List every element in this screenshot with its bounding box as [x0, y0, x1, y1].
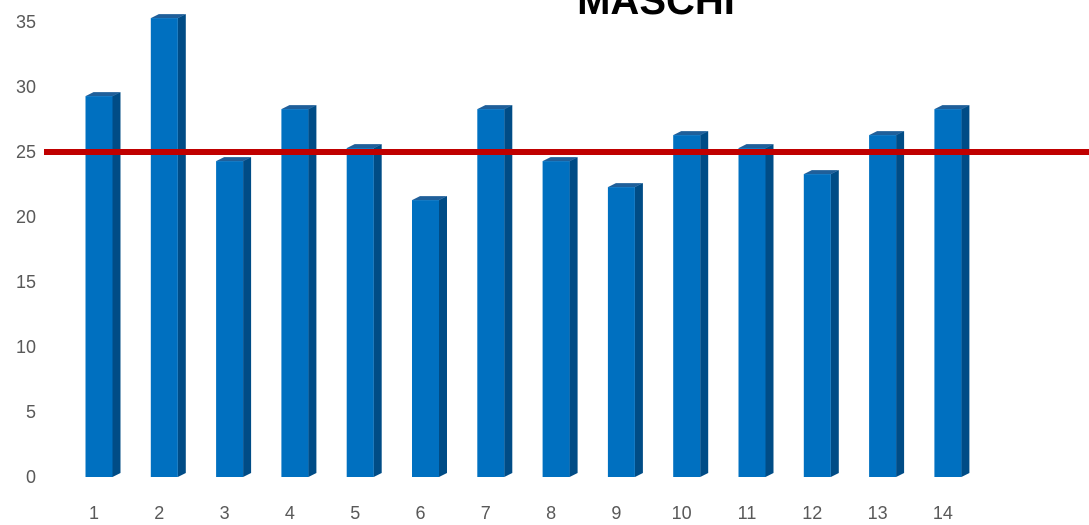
x-tick-label: 14	[933, 503, 953, 523]
bar-top	[477, 105, 513, 110]
x-tick-label: 7	[481, 503, 491, 523]
x-tick-label: 6	[415, 503, 425, 523]
bar-top	[542, 157, 578, 162]
bar-front	[673, 135, 701, 477]
x-tick-label: 1	[89, 503, 99, 523]
bar-side	[504, 105, 513, 477]
bar-side	[177, 14, 186, 477]
bar-series	[85, 14, 970, 477]
bar-front	[216, 161, 244, 477]
bar	[85, 92, 121, 477]
y-tick-label: 35	[16, 12, 36, 32]
bar	[412, 196, 447, 477]
bar-front	[869, 135, 897, 477]
bar-top	[738, 144, 774, 149]
bar	[346, 144, 382, 477]
bar	[673, 131, 709, 477]
bar	[542, 157, 578, 477]
y-tick-label: 0	[26, 467, 36, 487]
bar-side	[830, 170, 839, 477]
x-tick-label: 3	[220, 503, 230, 523]
bar-side	[700, 131, 709, 477]
bar-side	[569, 157, 578, 477]
bar-front	[934, 109, 962, 477]
bar-front	[542, 161, 570, 477]
bar	[150, 14, 186, 477]
bar-top	[803, 170, 839, 175]
bar-top	[934, 105, 970, 110]
bar-top	[869, 131, 905, 136]
bar-side	[308, 105, 317, 477]
x-tick-label: 2	[154, 503, 164, 523]
bar	[477, 105, 513, 477]
bar-side	[373, 144, 382, 477]
y-tick-label: 20	[16, 207, 36, 227]
bar-front	[412, 200, 439, 477]
x-tick-label: 5	[350, 503, 360, 523]
bar-top	[673, 131, 709, 136]
bar-front	[738, 148, 766, 477]
x-tick-label: 13	[868, 503, 888, 523]
bar	[281, 105, 317, 477]
y-tick-label: 30	[16, 77, 36, 97]
y-tick-label: 5	[26, 402, 36, 422]
bar	[869, 131, 905, 477]
x-tick-label: 9	[611, 503, 621, 523]
x-axis-tick-labels: 1 2 3 4 5 6 7 8 9 10 11 12 13 14	[89, 503, 953, 523]
x-tick-label: 10	[672, 503, 692, 523]
bar	[738, 144, 774, 477]
x-tick-label: 11	[738, 503, 757, 523]
bar-side	[634, 183, 643, 477]
bar-top	[85, 92, 121, 97]
bar-top	[412, 196, 447, 201]
x-tick-label: 4	[285, 503, 295, 523]
bar	[216, 157, 252, 477]
bar-side	[896, 131, 905, 477]
bar-top	[216, 157, 252, 162]
bar	[607, 183, 643, 477]
bar-top	[346, 144, 382, 149]
y-tick-label: 10	[16, 337, 36, 357]
bar-top	[281, 105, 317, 110]
bar-side	[439, 196, 447, 477]
bar-front	[803, 174, 831, 477]
y-axis-tick-labels: 0 5 10 15 20 25 30 35	[16, 12, 36, 487]
bar-top	[150, 14, 186, 19]
chart-title: MASCHI	[577, 0, 735, 23]
bar-front	[281, 109, 309, 477]
bar-front	[477, 109, 505, 477]
bar-front	[607, 187, 635, 477]
bar-front	[346, 148, 374, 477]
x-tick-label: 12	[802, 503, 822, 523]
bar-side	[961, 105, 970, 477]
bar-top	[607, 183, 643, 188]
y-tick-label: 15	[16, 272, 36, 292]
bar-side	[243, 157, 252, 477]
bar-side	[112, 92, 121, 477]
y-tick-label: 25	[16, 142, 36, 162]
bar-side	[765, 144, 774, 477]
x-tick-label: 8	[546, 503, 556, 523]
bar-front	[85, 96, 113, 477]
bar-front	[150, 18, 178, 477]
bar	[934, 105, 970, 477]
bar	[803, 170, 839, 477]
